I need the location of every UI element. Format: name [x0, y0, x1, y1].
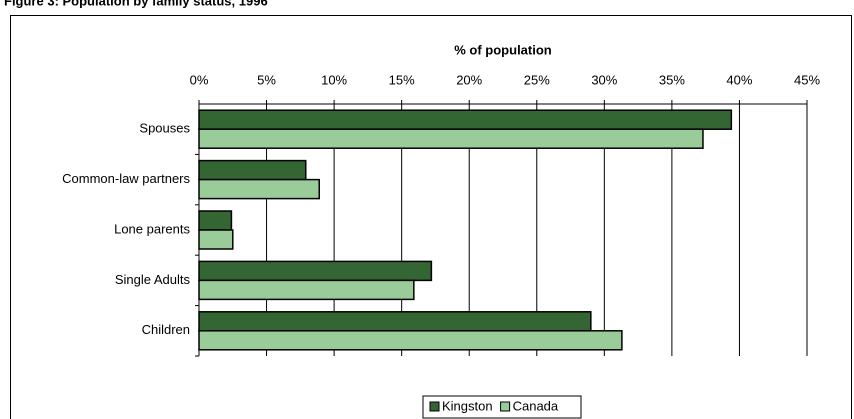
x-tick-label: 25%	[524, 72, 550, 87]
bar	[198, 311, 592, 332]
bar	[198, 178, 320, 200]
legend-label: Canada	[513, 398, 559, 413]
bar	[198, 109, 733, 130]
x-tick-label: 30%	[591, 72, 617, 87]
x-tick-label: 5%	[257, 72, 276, 87]
x-tick-label: 35%	[659, 72, 685, 87]
x-tick-label: 15%	[389, 72, 415, 87]
bar	[198, 210, 233, 231]
bar	[198, 159, 307, 181]
x-tick-label: 0%	[190, 72, 209, 87]
y-tick-label: Children	[142, 322, 190, 337]
y-tick-label: Common-law partners	[62, 171, 190, 186]
x-tick-label: 40%	[726, 72, 752, 87]
bar	[198, 260, 433, 282]
axis-title: % of population	[454, 42, 552, 57]
chart-title: Figure 3: Population by family status, 1…	[4, 0, 268, 8]
bar	[198, 128, 704, 149]
bar	[198, 330, 623, 351]
chart-frame	[10, 15, 852, 419]
bar	[198, 229, 234, 250]
x-tick-label: 10%	[321, 72, 347, 87]
x-tick-label: 45%	[794, 72, 820, 87]
legend-label: Kingston	[442, 398, 493, 413]
legend-swatch	[429, 401, 440, 412]
legend-swatch	[500, 401, 511, 412]
x-tick-label: 20%	[456, 72, 482, 87]
y-tick-label: Lone parents	[114, 221, 190, 236]
y-tick-label: Spouses	[139, 121, 190, 136]
bar	[198, 279, 415, 301]
y-tick-label: Single Adults	[115, 272, 191, 287]
